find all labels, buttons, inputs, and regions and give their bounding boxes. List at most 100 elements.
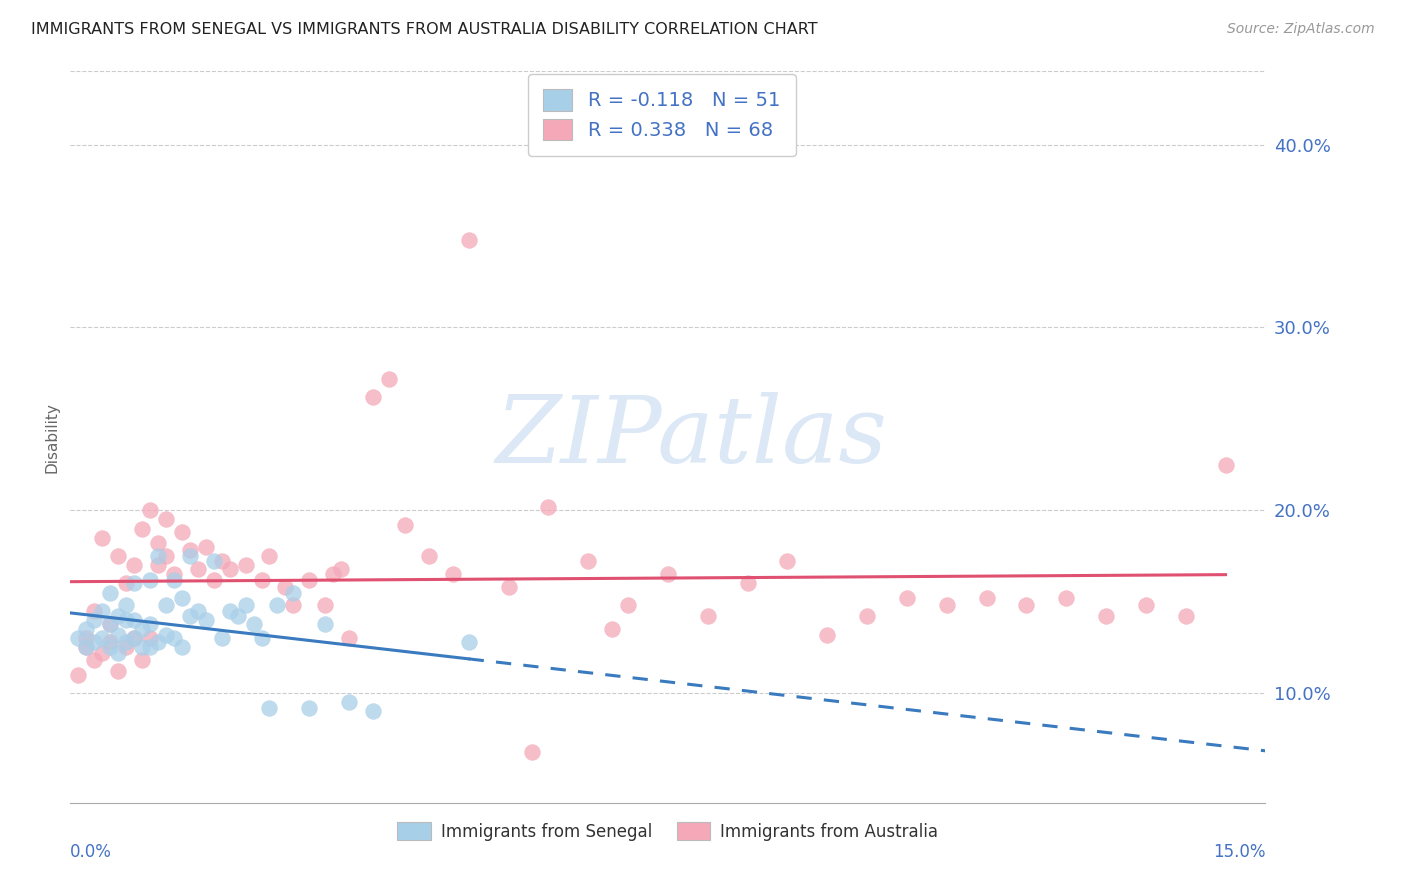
Point — [314, 599, 336, 613]
Point — [122, 613, 145, 627]
Point — [235, 599, 257, 613]
Point — [139, 616, 162, 631]
Point — [394, 517, 416, 532]
Point — [83, 635, 105, 649]
Text: IMMIGRANTS FROM SENEGAL VS IMMIGRANTS FROM AUSTRALIA DISABILITY CORRELATION CHAR: IMMIGRANTS FROM SENEGAL VS IMMIGRANTS FR… — [31, 22, 817, 37]
Point — [522, 745, 544, 759]
Point — [170, 640, 193, 655]
Point — [1054, 591, 1077, 605]
Point — [107, 646, 129, 660]
Point — [274, 580, 297, 594]
Point — [537, 500, 560, 514]
Point — [131, 622, 153, 636]
Point — [218, 562, 240, 576]
Point — [815, 627, 838, 641]
Point — [139, 632, 162, 646]
Text: Source: ZipAtlas.com: Source: ZipAtlas.com — [1227, 22, 1375, 37]
Point — [202, 554, 225, 568]
Point — [1215, 458, 1237, 472]
Point — [235, 558, 257, 573]
Point — [131, 653, 153, 667]
Point — [935, 599, 957, 613]
Point — [83, 604, 105, 618]
Point — [283, 599, 305, 613]
Point — [218, 604, 240, 618]
Point — [298, 573, 321, 587]
Point — [250, 632, 273, 646]
Point — [776, 554, 799, 568]
Point — [378, 371, 401, 385]
Point — [211, 632, 233, 646]
Point — [1135, 599, 1157, 613]
Point — [266, 599, 288, 613]
Point — [91, 646, 114, 660]
Point — [115, 635, 138, 649]
Point — [498, 580, 520, 594]
Point — [91, 632, 114, 646]
Point — [122, 558, 145, 573]
Point — [115, 613, 138, 627]
Point — [976, 591, 998, 605]
Point — [242, 616, 264, 631]
Point — [146, 549, 169, 563]
Point — [131, 640, 153, 655]
Point — [98, 585, 121, 599]
Point — [1015, 599, 1038, 613]
Point — [187, 562, 209, 576]
Legend: Immigrants from Senegal, Immigrants from Australia: Immigrants from Senegal, Immigrants from… — [389, 814, 946, 849]
Point — [187, 604, 209, 618]
Point — [139, 640, 162, 655]
Point — [737, 576, 759, 591]
Point — [211, 554, 233, 568]
Point — [139, 503, 162, 517]
Point — [115, 576, 138, 591]
Point — [337, 632, 360, 646]
Point — [139, 573, 162, 587]
Point — [441, 567, 464, 582]
Point — [163, 573, 186, 587]
Point — [856, 609, 879, 624]
Point — [179, 549, 201, 563]
Point — [250, 573, 273, 587]
Point — [107, 627, 129, 641]
Point — [115, 640, 138, 655]
Point — [259, 549, 281, 563]
Point — [337, 695, 360, 709]
Point — [107, 609, 129, 624]
Point — [194, 540, 217, 554]
Point — [67, 667, 90, 681]
Point — [1095, 609, 1118, 624]
Point — [194, 613, 217, 627]
Point — [418, 549, 440, 563]
Point — [361, 390, 384, 404]
Text: ZIPatlas: ZIPatlas — [496, 392, 887, 482]
Point — [298, 700, 321, 714]
Point — [457, 233, 479, 247]
Point — [75, 632, 97, 646]
Point — [146, 536, 169, 550]
Point — [600, 622, 623, 636]
Point — [122, 632, 145, 646]
Point — [657, 567, 679, 582]
Point — [330, 562, 353, 576]
Point — [146, 635, 169, 649]
Point — [107, 549, 129, 563]
Point — [179, 609, 201, 624]
Point — [98, 640, 121, 655]
Point — [98, 616, 121, 631]
Point — [361, 705, 384, 719]
Point — [131, 521, 153, 535]
Point — [146, 558, 169, 573]
Point — [91, 531, 114, 545]
Point — [322, 567, 344, 582]
Y-axis label: Disability: Disability — [44, 401, 59, 473]
Text: 0.0%: 0.0% — [70, 843, 112, 861]
Point — [67, 632, 90, 646]
Point — [83, 653, 105, 667]
Point — [283, 585, 305, 599]
Point — [155, 512, 177, 526]
Point — [170, 591, 193, 605]
Point — [1174, 609, 1197, 624]
Point — [179, 543, 201, 558]
Point — [163, 567, 186, 582]
